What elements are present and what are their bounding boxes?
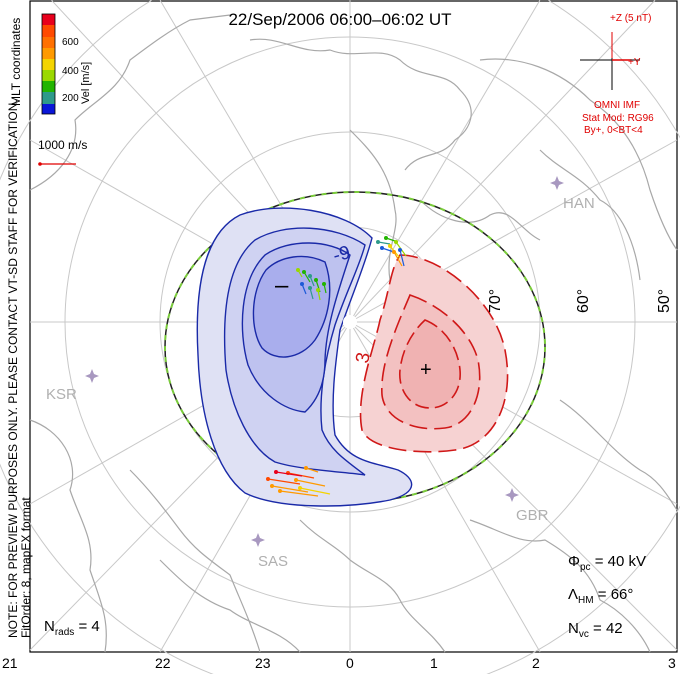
n-rads-readout: Nrads = 4 (44, 618, 100, 638)
station-marker-sas (251, 533, 265, 547)
colorbar-tick-200: 200 (62, 93, 79, 104)
imf-condition: By+, 0<BT<4 (584, 125, 643, 136)
hm-boundary-green (164, 191, 546, 503)
vector-cluster-dusk (296, 268, 327, 301)
phi-pc-value: = 40 kV (590, 553, 646, 570)
mlt-label-1: 1 (430, 655, 438, 671)
lambda-hm-symbol: Λ (568, 586, 579, 603)
n-vc-value: = 42 (588, 620, 623, 637)
phi-pc-symbol: Φ (568, 553, 580, 570)
fit-info: FitOrder: 8, mapEX format (19, 497, 33, 638)
plot-frame (29, 0, 678, 653)
mlt-label-23: 23 (255, 655, 271, 671)
latitude-label-60: 60° (575, 289, 592, 313)
n-vc-readout: Nvc = 42 (568, 620, 623, 640)
station-label-han: HAN (563, 195, 595, 212)
latitude-label-50: 50° (656, 289, 673, 313)
positive-contour-label: 3 (352, 351, 375, 365)
colorbar-tick-600: 600 (62, 37, 79, 48)
vector-cluster-throat (376, 236, 407, 267)
phi-pc-subscript: pc (579, 562, 591, 573)
n-rads-value: = 4 (74, 618, 100, 635)
potential-maximum-symbol: + (420, 359, 432, 381)
map-title: 22/Sep/2006 06:00–06:02 UT (228, 10, 452, 29)
n-rads-symbol: N (44, 618, 55, 635)
mlt-label-2: 2 (532, 655, 540, 671)
mlt-label-21: 21 (2, 655, 18, 671)
stations (85, 176, 564, 547)
verification-note: NOTE: FOR PREVIEW PURPOSES ONLY. PLEASE … (6, 99, 20, 638)
station-marker-han (550, 176, 564, 190)
coastlines (29, 14, 678, 653)
imf-stat-mod: Stat Mod: RG96 (582, 113, 654, 124)
pole-marker (343, 315, 357, 329)
imf-z-label: +Z (5 nT) (610, 13, 652, 24)
imf-source: OMNI IMF (594, 100, 641, 111)
n-rads-subscript: rads (54, 627, 75, 638)
n-vc-subscript: vc (578, 629, 589, 640)
lambda-hm-value: = 66° (593, 586, 634, 603)
phi-pc-readout: Φpc = 40 kV (568, 553, 646, 573)
scale-vector-origin (38, 162, 42, 166)
positive-contour-inner (399, 319, 461, 409)
latitude-label-70: 70° (487, 289, 504, 313)
n-vc-symbol: N (568, 620, 579, 637)
station-marker-ksr (85, 369, 99, 383)
vector-cluster-nightside (266, 466, 331, 497)
positive-potential-cell: 3 + (352, 254, 509, 453)
imf-y-label: +Y (628, 57, 641, 68)
lambda-hm-subscript: HM (578, 595, 594, 606)
station-label-ksr: KSR (46, 386, 77, 403)
negative-contour-label: -9 (331, 242, 353, 267)
latitude-label-group: 70° 60° 50° (487, 289, 673, 313)
lambda-hm-readout: ΛHM = 66° (568, 586, 633, 606)
mlt-label-3: 3 (668, 655, 676, 671)
scale-vector-label: 1000 m/s (38, 138, 88, 152)
station-marker-gbr (505, 488, 519, 502)
imf-dial (580, 32, 640, 90)
station-label-sas: SAS (258, 553, 288, 570)
station-label-gbr: GBR (516, 507, 549, 524)
colorbar-tick-400: 400 (62, 66, 79, 77)
negative-contour-inner (252, 255, 331, 358)
colorbar (41, 13, 56, 115)
velocity-vectors (266, 236, 407, 497)
mlt-label-22: 22 (155, 655, 171, 671)
negative-potential-cell: -9 – (196, 207, 413, 507)
colorbar-label: Vel [m/s] (80, 61, 92, 104)
potential-minimum-symbol: – (275, 272, 289, 299)
station-labels: HAN KSR SAS GBR (46, 195, 595, 570)
mlt-label-0: 0 (346, 655, 354, 671)
